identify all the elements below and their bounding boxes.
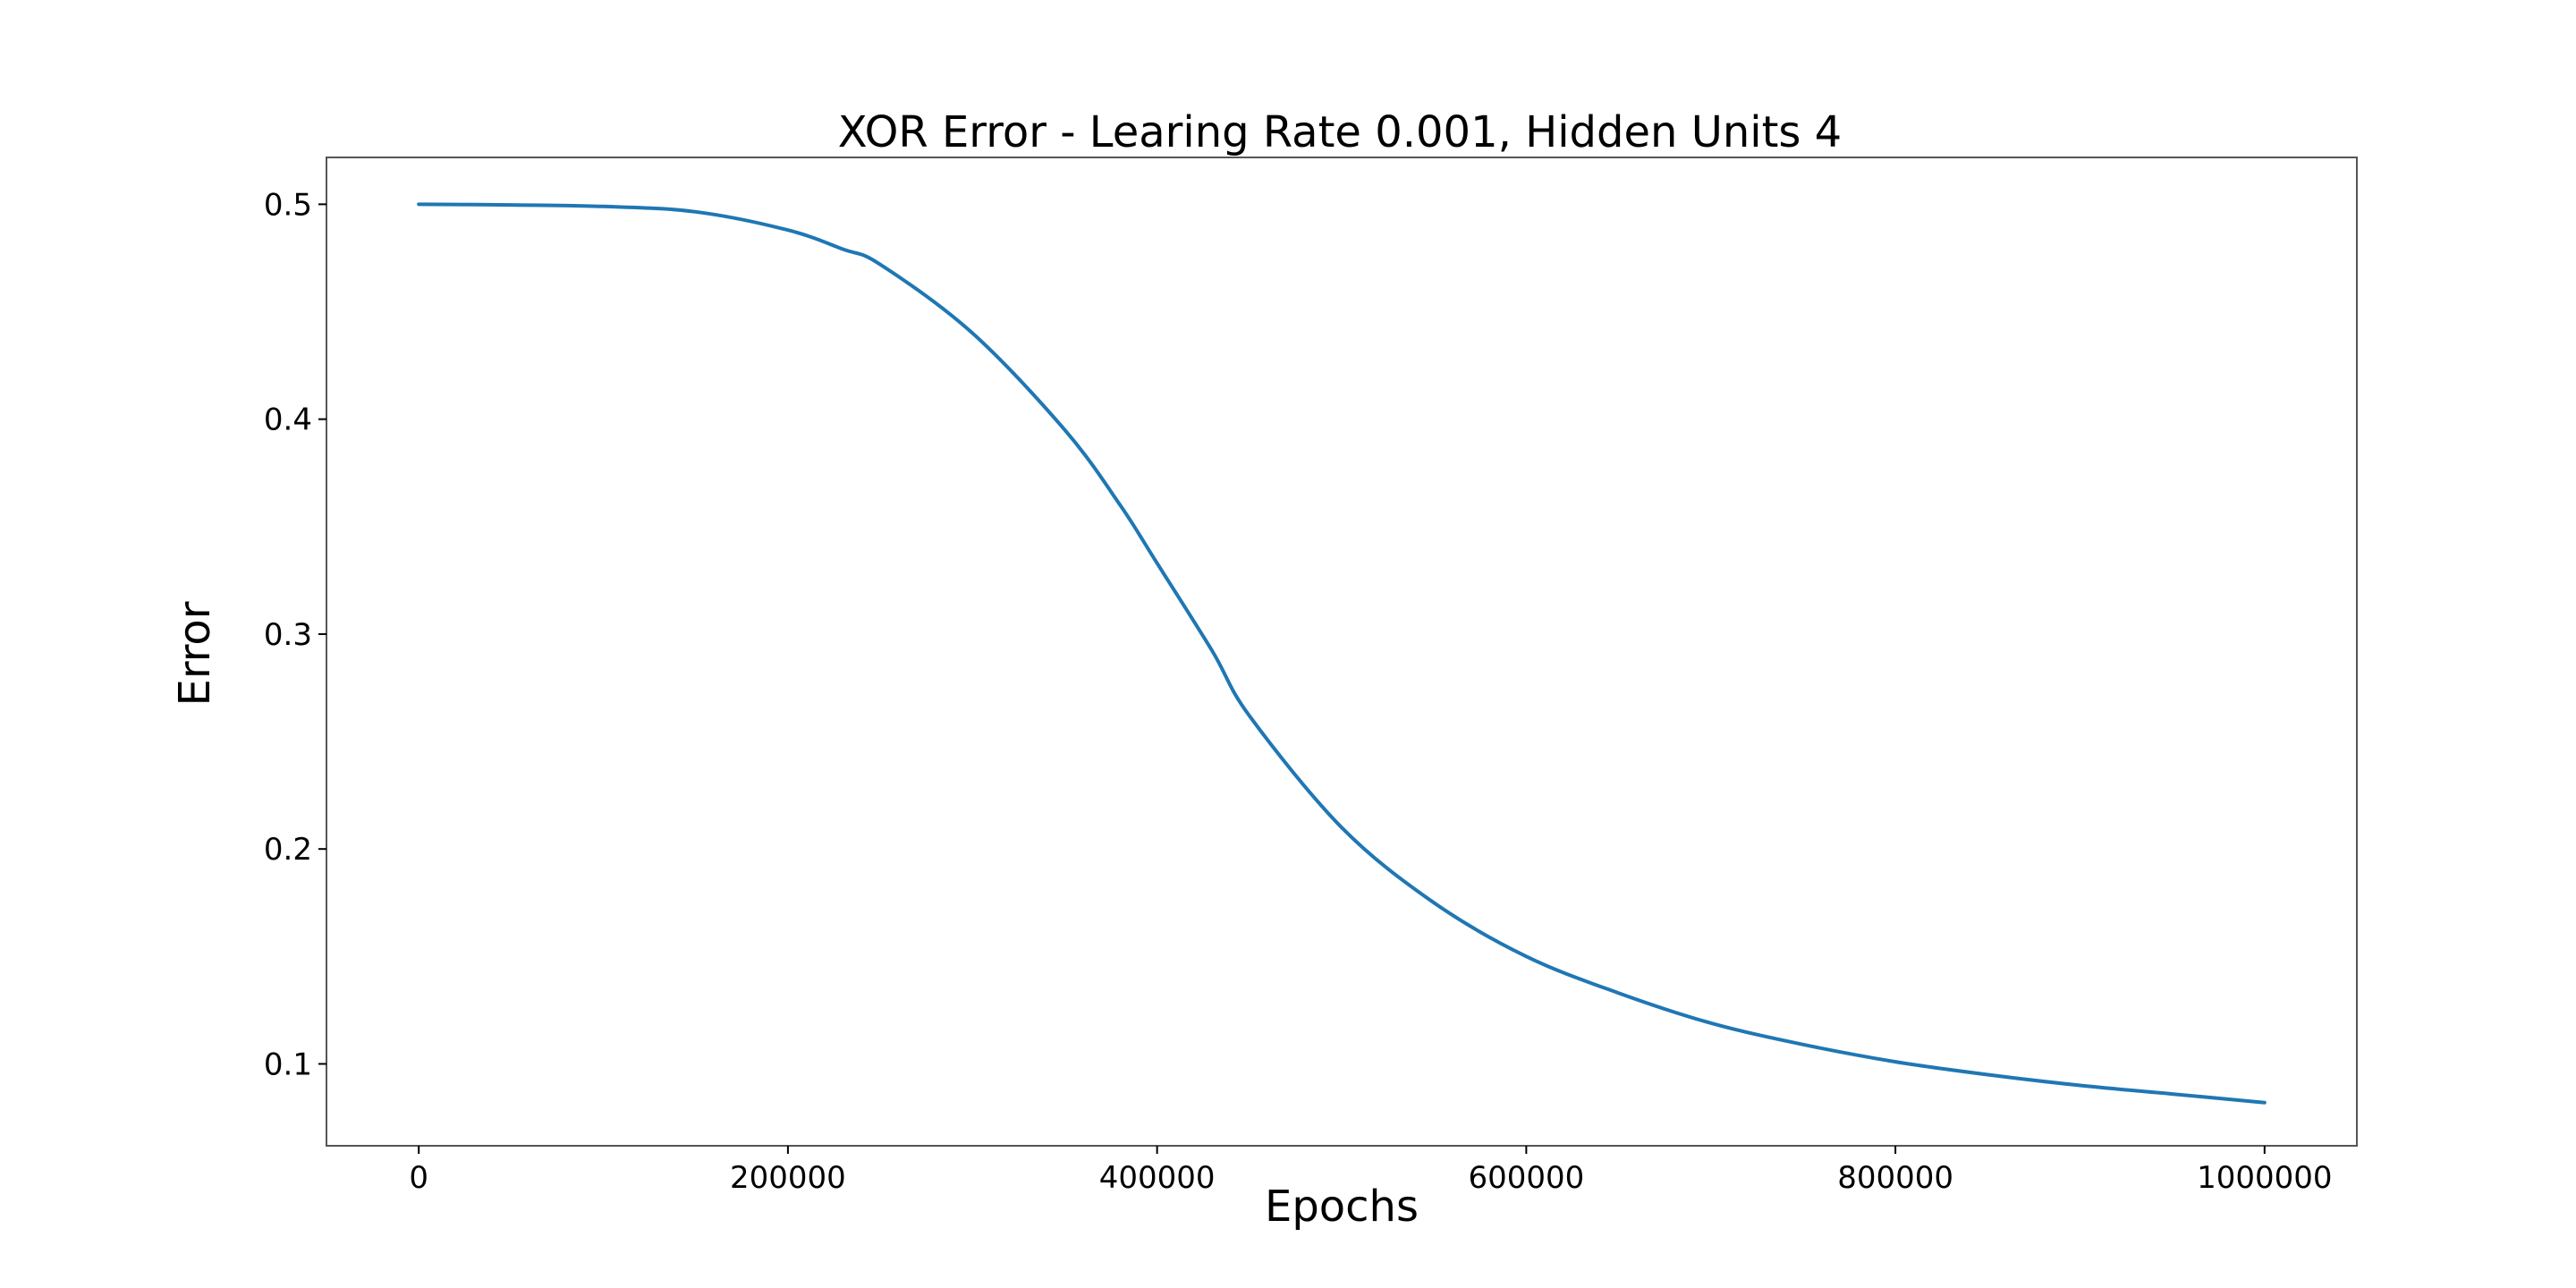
series-line-error bbox=[417, 202, 2267, 1105]
x-tick-label: 1000000 bbox=[2197, 1160, 2332, 1196]
y-axis-label: Error bbox=[170, 601, 220, 706]
chart-title: XOR Error - Learing Rate 0.001, Hidden U… bbox=[838, 107, 1842, 157]
y-tick-label: 0.5 bbox=[264, 187, 312, 223]
y-tick-label: 0.4 bbox=[264, 402, 312, 438]
y-tick-label: 0.3 bbox=[264, 617, 312, 653]
plot-frame bbox=[326, 157, 2358, 1147]
x-tick-label: 400000 bbox=[1099, 1160, 1216, 1196]
x-tick-label: 200000 bbox=[730, 1160, 846, 1196]
y-axis-ticks: 0.1 0.2 0.3 0.4 0.5 bbox=[264, 187, 326, 1082]
x-tick-label: 800000 bbox=[1837, 1160, 1953, 1196]
x-tick-label: 0 bbox=[409, 1160, 428, 1196]
x-axis-ticks: 0 200000 400000 600000 800000 1000000 bbox=[409, 1146, 2333, 1196]
x-axis-label: Epochs bbox=[1265, 1182, 1419, 1232]
x-tick-label: 600000 bbox=[1468, 1160, 1584, 1196]
y-tick-label: 0.1 bbox=[264, 1046, 312, 1082]
y-tick-label: 0.2 bbox=[264, 832, 312, 868]
